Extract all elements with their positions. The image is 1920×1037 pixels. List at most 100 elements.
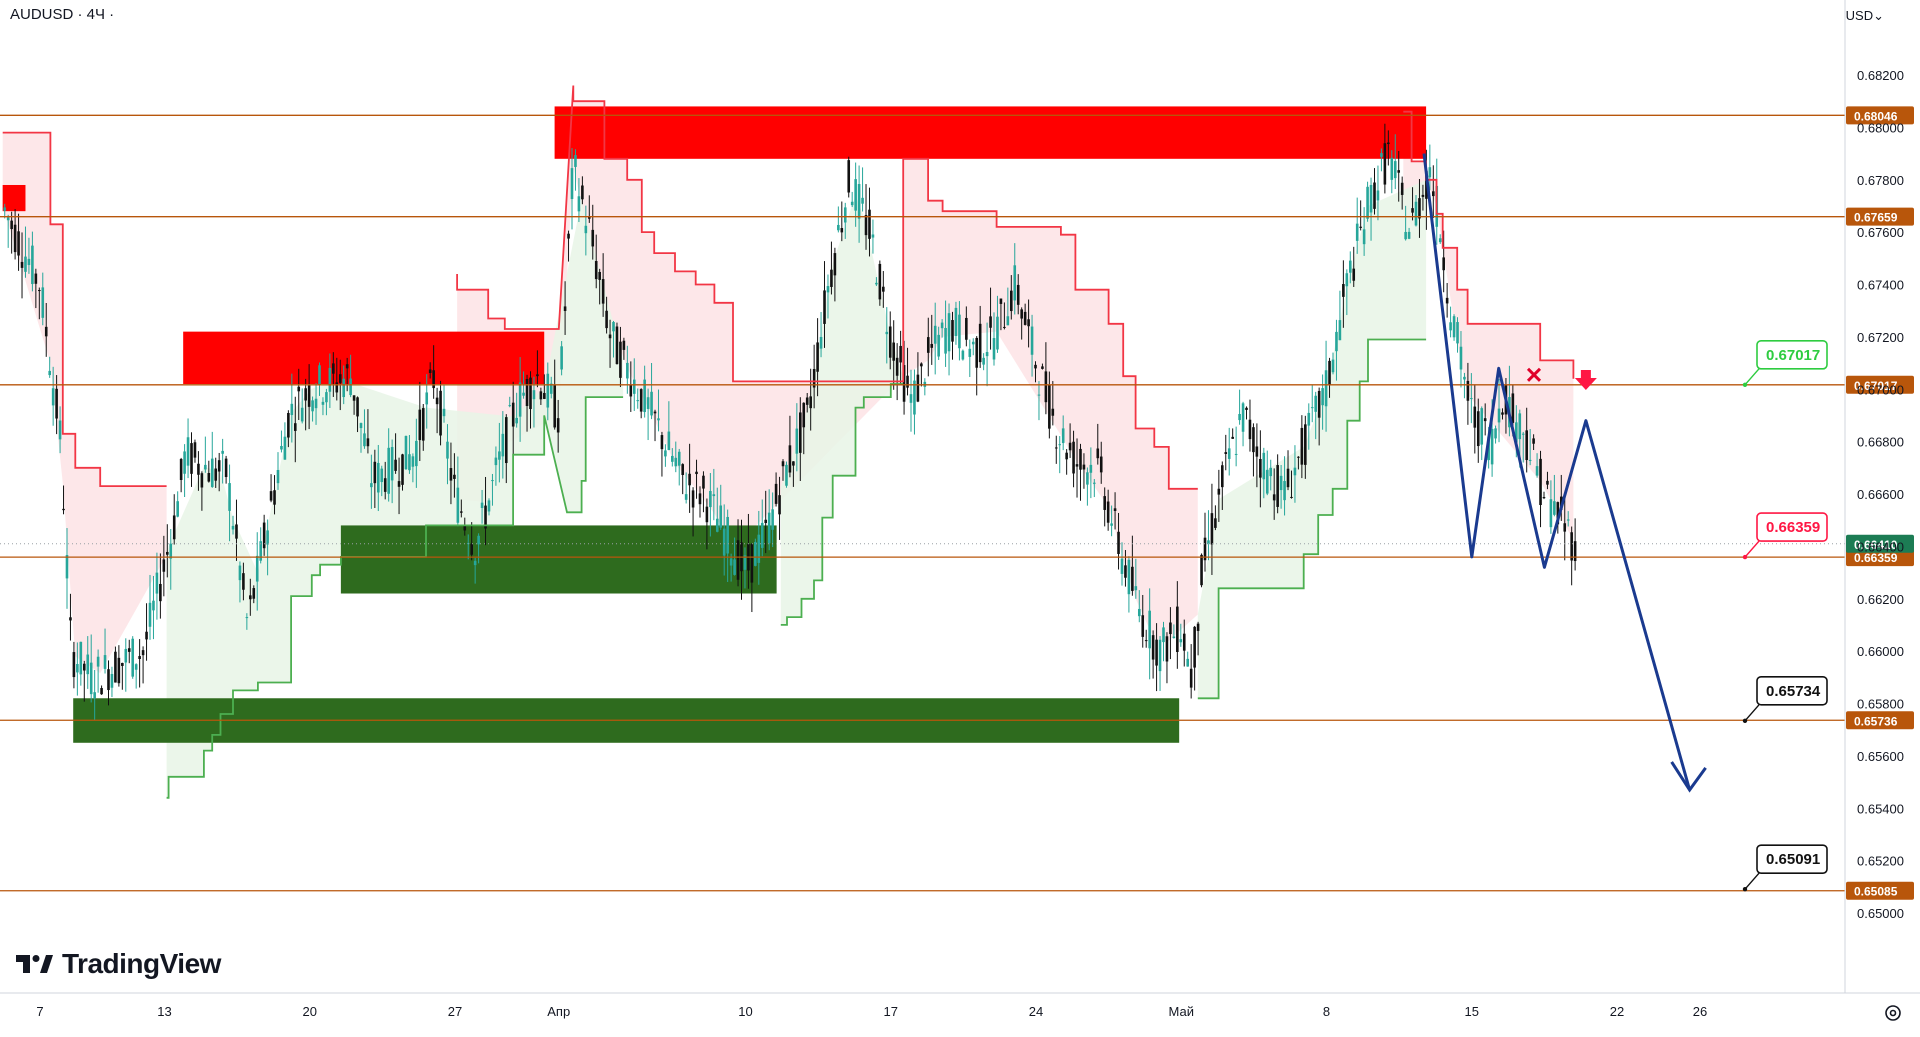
candle-body (584, 225, 588, 234)
candle-body (498, 451, 501, 460)
candle-body (1393, 161, 1397, 179)
candle-body (926, 337, 930, 353)
candle-body (172, 515, 176, 540)
candle-body (453, 474, 456, 479)
candle-body (615, 326, 619, 365)
candle-body (159, 583, 162, 602)
candle-body (1476, 411, 1480, 447)
level-price-label: 0.65085 (1854, 885, 1898, 899)
candle-body (55, 388, 58, 419)
candle-body (1449, 322, 1452, 331)
candle-body (1262, 452, 1266, 480)
candle-body (982, 357, 985, 365)
candle-body (754, 541, 757, 566)
callout-box[interactable] (1756, 844, 1828, 874)
tradingview-logo[interactable]: TradingView (14, 948, 221, 980)
forecast-path[interactable] (1422, 153, 1692, 791)
candle-body (335, 382, 339, 393)
candle-body (996, 316, 999, 350)
candle-body (802, 402, 806, 428)
candle-body (1345, 273, 1349, 287)
candle-body (197, 463, 200, 475)
candle-body (1265, 469, 1269, 494)
candle-body (1272, 494, 1276, 501)
callout-box[interactable] (1756, 339, 1828, 370)
candle-body (671, 455, 674, 462)
candle-body (954, 307, 958, 337)
candle-body (1196, 623, 1200, 631)
level-price-label: 0.66359 (1854, 551, 1898, 565)
candle-body (235, 524, 238, 539)
candle-body (868, 209, 871, 239)
candle-body (1366, 186, 1369, 219)
candle-body (529, 377, 532, 410)
candle-body (477, 535, 480, 545)
candle-body (812, 369, 816, 388)
support-zone[interactable] (340, 525, 777, 594)
candle-body (760, 522, 764, 548)
candle-body (684, 494, 688, 500)
candle-body (446, 441, 449, 459)
symbol-title[interactable]: AUDUSD · 4Ч · (10, 6, 115, 23)
candle-body (1096, 448, 1100, 459)
price-tick-label: 0.68200 (1857, 68, 1904, 83)
resistance-zone[interactable] (554, 106, 1427, 159)
price-tick-label: 0.65000 (1857, 906, 1904, 921)
time-tick-label: 8 (1323, 1004, 1330, 1019)
resistance-zone[interactable] (183, 331, 545, 385)
candle-body (176, 501, 179, 517)
candle-body (536, 374, 539, 377)
candle-body (899, 345, 902, 363)
candle-body (1525, 430, 1528, 461)
candle-body (632, 379, 636, 394)
trail-fill (457, 85, 1198, 641)
candle-body (626, 362, 629, 379)
candle-body (809, 396, 812, 409)
time-tick-label: 20 (303, 1004, 317, 1019)
candle-body (522, 392, 525, 396)
candle-body (1093, 482, 1096, 484)
candle-body (1546, 480, 1549, 485)
candle-body (1003, 326, 1006, 328)
candle-body (1314, 395, 1317, 412)
callout-box[interactable] (1756, 675, 1828, 706)
candle-body (892, 342, 895, 361)
candle-body (359, 423, 363, 429)
candle-body (418, 409, 422, 441)
candle-body (293, 423, 297, 431)
candle-body (549, 383, 553, 394)
candle-body (1459, 346, 1463, 370)
resistance-zone[interactable] (2, 184, 26, 212)
settings-gear-icon[interactable] (1882, 1002, 1904, 1024)
price-tick-label: 0.67400 (1857, 278, 1904, 293)
candle-body (1068, 442, 1072, 451)
candle-body (1418, 198, 1421, 219)
candle-body (612, 321, 615, 332)
candle-body (646, 397, 650, 409)
candle-body (688, 473, 691, 486)
candle-body (757, 534, 761, 563)
candle-body (850, 201, 854, 206)
candle-body (65, 555, 69, 579)
candle-body (781, 461, 785, 467)
candle-body (916, 374, 920, 402)
candle-body (574, 155, 577, 167)
candle-body (691, 490, 695, 508)
time-tick-label: 15 (1465, 1004, 1479, 1019)
candle-body (342, 378, 346, 398)
currency-selector[interactable]: USD⌄ (1846, 8, 1884, 24)
candle-body (249, 595, 252, 600)
callout-label: 0.67017 (1766, 347, 1820, 364)
trailing-stop-red (1403, 110, 1575, 379)
candle-body (1359, 226, 1362, 228)
candle-body (1532, 438, 1535, 444)
candle-body (1065, 452, 1068, 460)
callout-box[interactable] (1756, 512, 1828, 542)
candle-body (681, 464, 684, 475)
candle-body (300, 407, 304, 422)
candle-body (1404, 231, 1407, 240)
candle-body (1110, 523, 1113, 526)
candle-body (913, 380, 916, 415)
